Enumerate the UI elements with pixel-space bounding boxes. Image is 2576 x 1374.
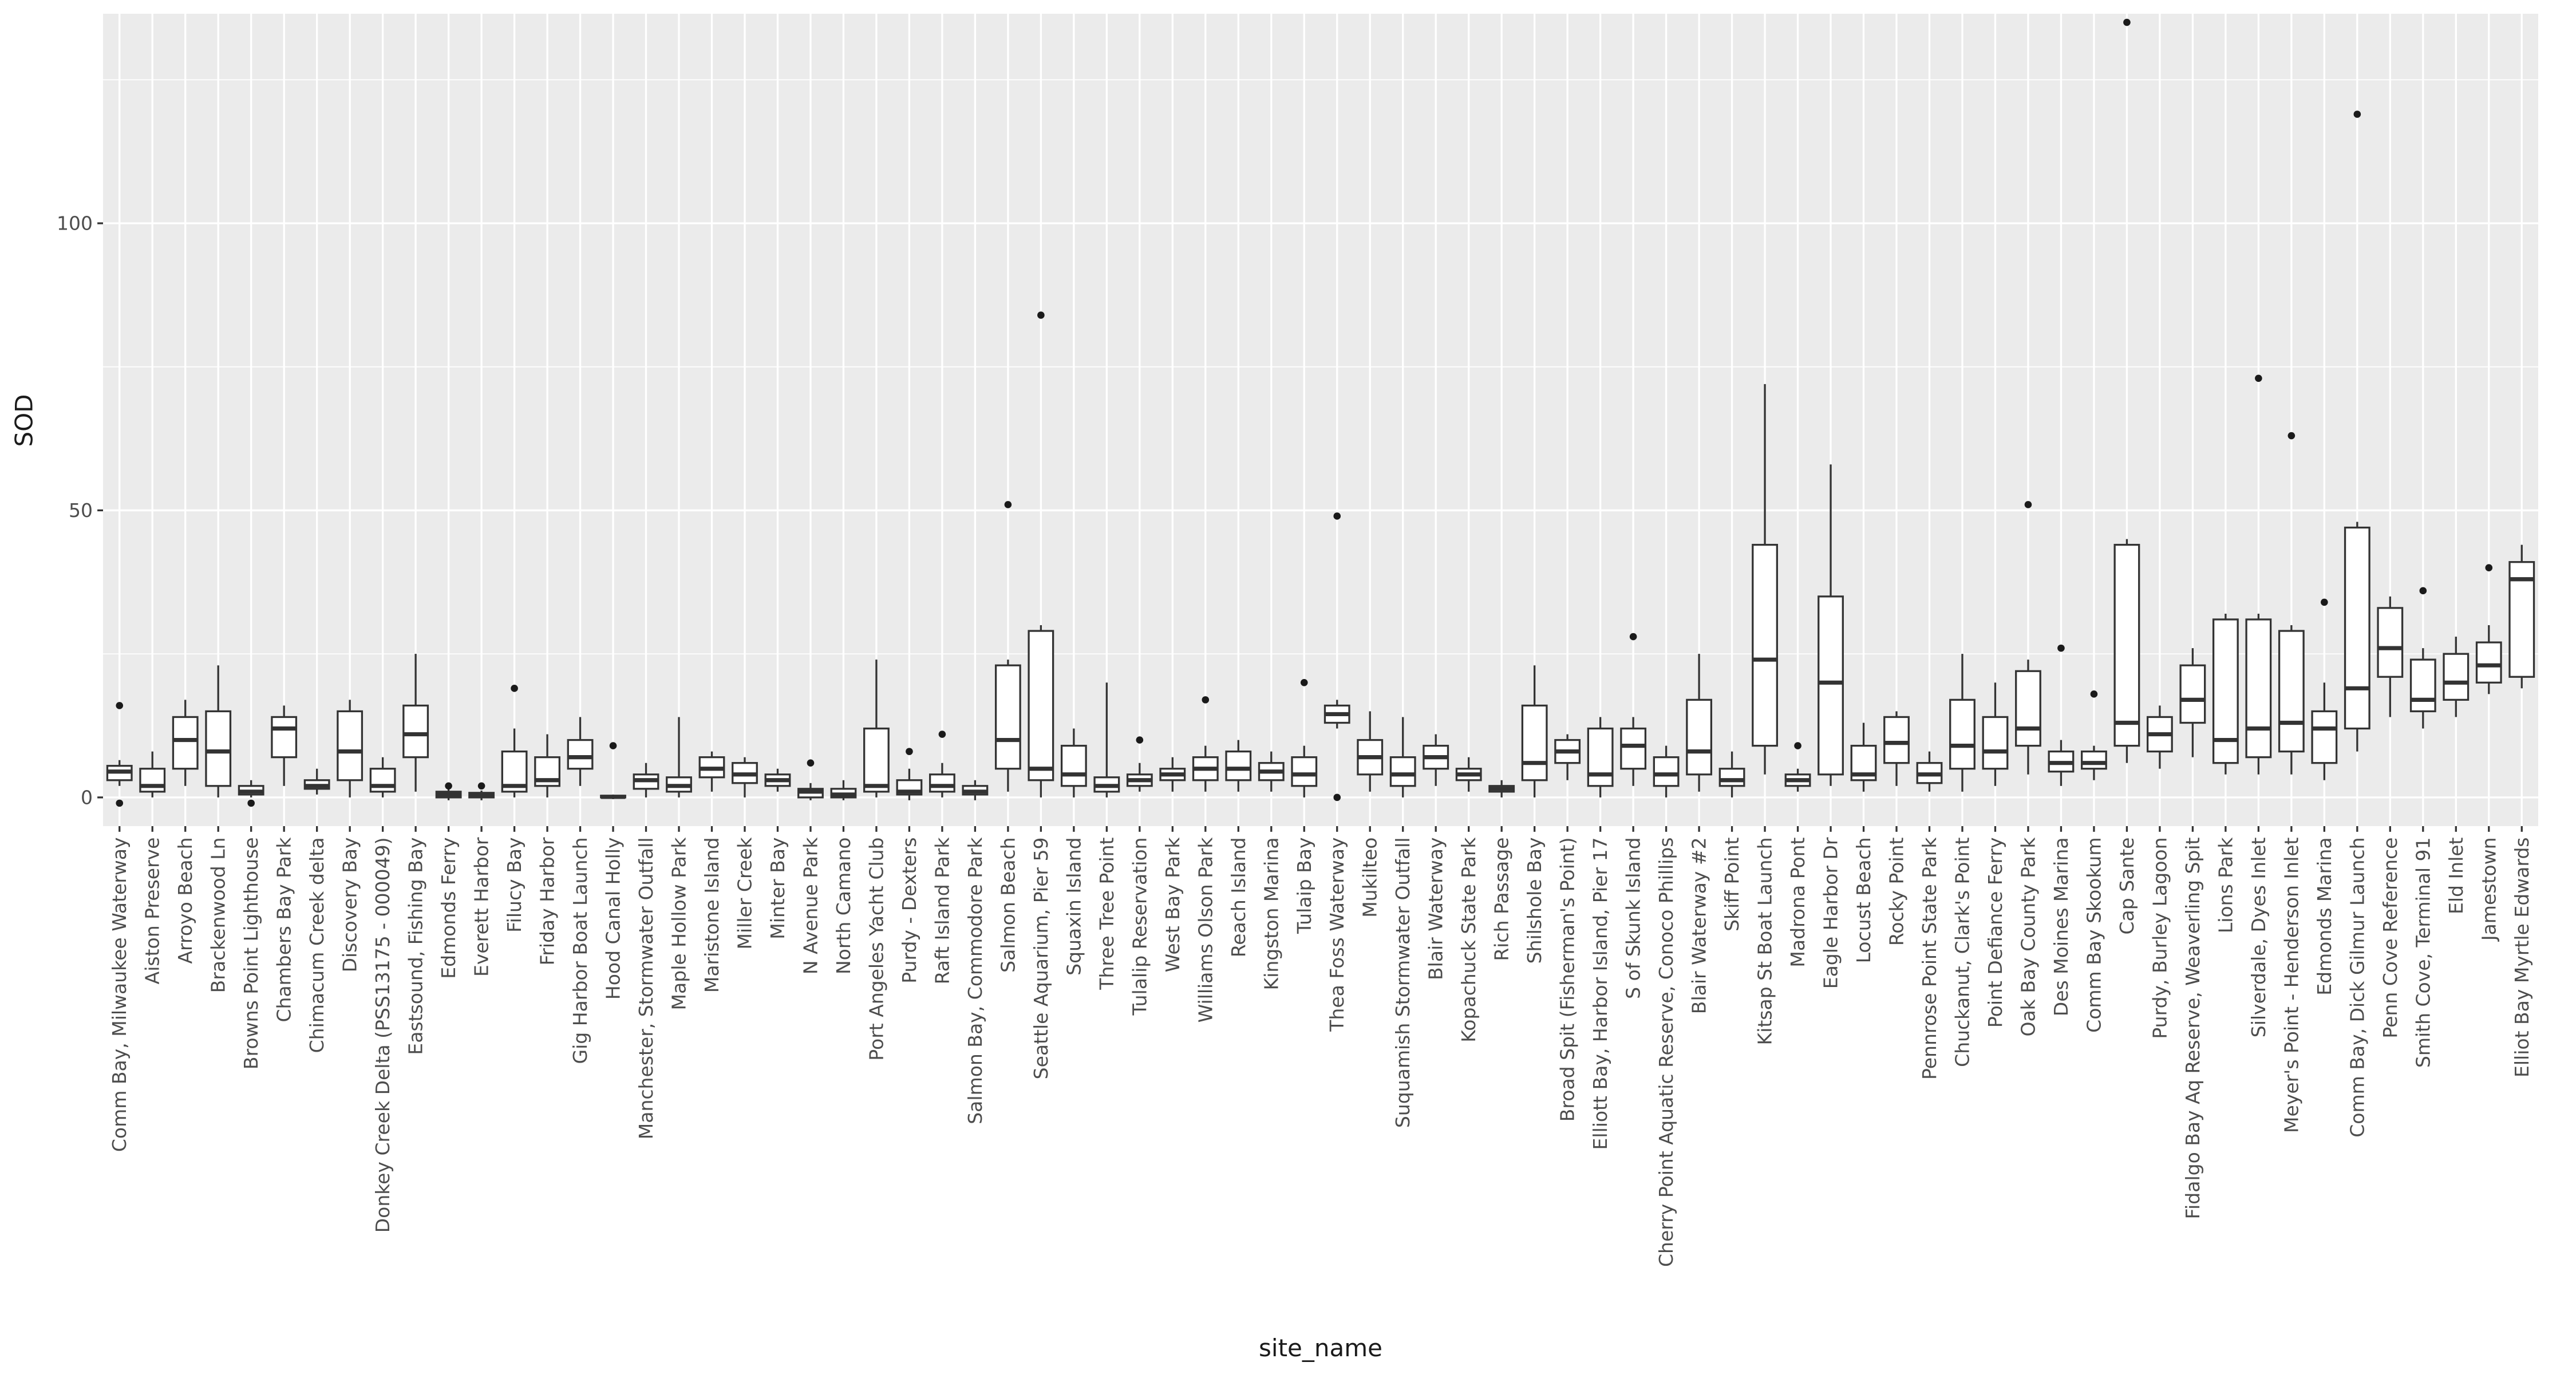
svg-text:Maristone Island: Maristone Island	[701, 838, 723, 993]
svg-text:Penn Cove Reference: Penn Cove Reference	[2379, 838, 2401, 1039]
svg-text:Locust Beach: Locust Beach	[1852, 838, 1875, 964]
svg-text:Comm Bay Skookum: Comm Bay Skookum	[2083, 837, 2105, 1032]
svg-text:Pennrose Point State Park: Pennrose Point State Park	[1918, 837, 1941, 1080]
svg-text:S of Skunk Island: S of Skunk Island	[1622, 838, 1645, 999]
svg-text:Squaxin Island: Squaxin Island	[1062, 838, 1085, 976]
svg-text:Kingston Marina: Kingston Marina	[1260, 838, 1282, 990]
svg-text:Chuckanut, Clark's Point: Chuckanut, Clark's Point	[1951, 837, 1973, 1067]
svg-text:Salmon Bay, Commodore Park: Salmon Bay, Commodore Park	[964, 837, 986, 1124]
svg-text:Chambers Bay Park: Chambers Bay Park	[273, 837, 295, 1022]
svg-text:Discovery Bay: Discovery Bay	[339, 838, 361, 973]
svg-text:100: 100	[57, 212, 93, 235]
svg-text:Edmonds Ferry: Edmonds Ferry	[437, 838, 460, 979]
svg-text:Mukilteo: Mukilteo	[1359, 837, 1381, 917]
svg-text:Seattle Aquarium, Pier 59: Seattle Aquarium, Pier 59	[1030, 837, 1052, 1079]
svg-text:Meyer's Point - Henderson Inle: Meyer's Point - Henderson Inlet	[2280, 837, 2302, 1133]
svg-text:Filucy Bay: Filucy Bay	[503, 837, 526, 932]
svg-text:North Camano: North Camano	[832, 838, 855, 975]
svg-text:Eld Inlet: Eld Inlet	[2445, 837, 2467, 914]
svg-text:Friday Harbor: Friday Harbor	[536, 837, 559, 965]
svg-text:Smith Cove, Terminal 91: Smith Cove, Terminal 91	[2412, 838, 2434, 1068]
svg-text:Lions Park: Lions Park	[2214, 837, 2237, 934]
svg-text:Tulaip Bay: Tulaip Bay	[1293, 838, 1315, 934]
svg-text:Madrona Pont: Madrona Pont	[1787, 837, 1809, 967]
svg-text:Williams Olson Park: Williams Olson Park	[1194, 837, 1216, 1023]
svg-text:Elliott Bay, Harbor Island, Pi: Elliott Bay, Harbor Island, Pier 17	[1589, 838, 1611, 1150]
svg-text:Eagle Harbor Dr: Eagle Harbor Dr	[1820, 837, 1842, 989]
svg-text:Manchester, Stormwater Outfall: Manchester, Stormwater Outfall	[635, 837, 657, 1139]
svg-text:Skiff Point: Skiff Point	[1721, 837, 1743, 931]
svg-text:Reach Island: Reach Island	[1227, 838, 1250, 958]
svg-text:Des Moines Marina: Des Moines Marina	[2050, 838, 2072, 1017]
svg-text:Oak Bay County Park: Oak Bay County Park	[2017, 837, 2039, 1037]
svg-text:Three Tree Point: Three Tree Point	[1096, 837, 1118, 990]
svg-text:50: 50	[69, 499, 93, 522]
svg-text:Suquamish Stormwater Outfall: Suquamish Stormwater Outfall	[1392, 837, 1414, 1128]
svg-text:Gig Harbor Boat Launch: Gig Harbor Boat Launch	[569, 837, 591, 1064]
svg-text:Maple Hollow Park: Maple Hollow Park	[668, 837, 690, 1010]
svg-text:Brackenwood Ln: Brackenwood Ln	[207, 838, 230, 993]
svg-text:Fidalgo Bay Aq Reserve, Weaver: Fidalgo Bay Aq Reserve, Weaverling Spit	[2182, 837, 2204, 1219]
svg-text:Blair Waterway: Blair Waterway	[1425, 838, 1447, 981]
svg-text:Point Defiance Ferry: Point Defiance Ferry	[1984, 838, 2006, 1028]
svg-text:Hood Canal Holly: Hood Canal Holly	[602, 838, 625, 1000]
svg-text:0: 0	[81, 786, 93, 808]
svg-text:Kitsap St Boat Launch: Kitsap St Boat Launch	[1754, 838, 1776, 1045]
svg-text:Comm Bay, Milwaukee Waterway: Comm Bay, Milwaukee Waterway	[108, 838, 131, 1152]
svg-text:Everett Harbor: Everett Harbor	[471, 837, 493, 977]
svg-text:Donkey Creek Delta (PSS13175 -: Donkey Creek Delta (PSS13175 - 000049)	[372, 838, 394, 1233]
x-axis-title: site_name	[1259, 1334, 1382, 1362]
svg-text:Browns Point Lighthouse: Browns Point Lighthouse	[240, 838, 262, 1070]
svg-text:Comm Bay, Dick Gilmur Launch: Comm Bay, Dick Gilmur Launch	[2346, 838, 2368, 1138]
svg-text:Salmon Beach: Salmon Beach	[997, 838, 1019, 973]
svg-text:Edmonds Marina: Edmonds Marina	[2313, 837, 2336, 995]
svg-text:Blair Waterway #2: Blair Waterway #2	[1688, 837, 1710, 1014]
svg-text:Rocky Point: Rocky Point	[1886, 837, 1908, 946]
svg-text:N Avenue Park: N Avenue Park	[799, 837, 821, 974]
svg-text:Elliot Bay Myrtle Edwards: Elliot Bay Myrtle Edwards	[2511, 838, 2533, 1077]
svg-text:Minter Bay: Minter Bay	[767, 838, 789, 939]
svg-text:Shilshole Bay: Shilshole Bay	[1523, 838, 1546, 964]
svg-text:Rich Passage: Rich Passage	[1491, 838, 1513, 961]
y-axis-title: SOD	[10, 394, 38, 447]
svg-text:Cap Sante: Cap Sante	[2116, 838, 2138, 935]
svg-text:Jamestown: Jamestown	[2478, 838, 2500, 942]
svg-text:Cherry Point Aquatic Reserve,: Cherry Point Aquatic Reserve, Conoco Phi…	[1655, 837, 1677, 1267]
svg-text:Purdy - Dexters: Purdy - Dexters	[898, 837, 920, 983]
svg-text:Eastsound, Fishing Bay: Eastsound, Fishing Bay	[405, 837, 427, 1055]
svg-text:Aiston Preserve: Aiston Preserve	[141, 838, 164, 985]
svg-text:Purdy, Burley Lagoon: Purdy, Burley Lagoon	[2148, 838, 2171, 1039]
svg-text:Port Angeles Yacht Club: Port Angeles Yacht Club	[865, 837, 887, 1060]
svg-text:Silverdale, Dyes Inlet: Silverdale, Dyes Inlet	[2247, 837, 2270, 1037]
svg-text:Tulalip Reservation: Tulalip Reservation	[1128, 838, 1151, 1016]
svg-text:Kopachuck State Park: Kopachuck State Park	[1457, 837, 1480, 1043]
svg-text:Miller Creek: Miller Creek	[733, 837, 756, 950]
svg-text:Chimacum Creek delta: Chimacum Creek delta	[306, 838, 328, 1053]
svg-text:Thea Foss Waterway: Thea Foss Waterway	[1326, 837, 1348, 1032]
svg-text:Raft Island Park: Raft Island Park	[931, 837, 953, 985]
svg-text:West Bay Park: West Bay Park	[1161, 837, 1184, 973]
svg-text:Broad Spit (Fisherman's Point): Broad Spit (Fisherman's Point)	[1556, 838, 1579, 1122]
svg-text:Arroyo Beach: Arroyo Beach	[174, 838, 196, 964]
